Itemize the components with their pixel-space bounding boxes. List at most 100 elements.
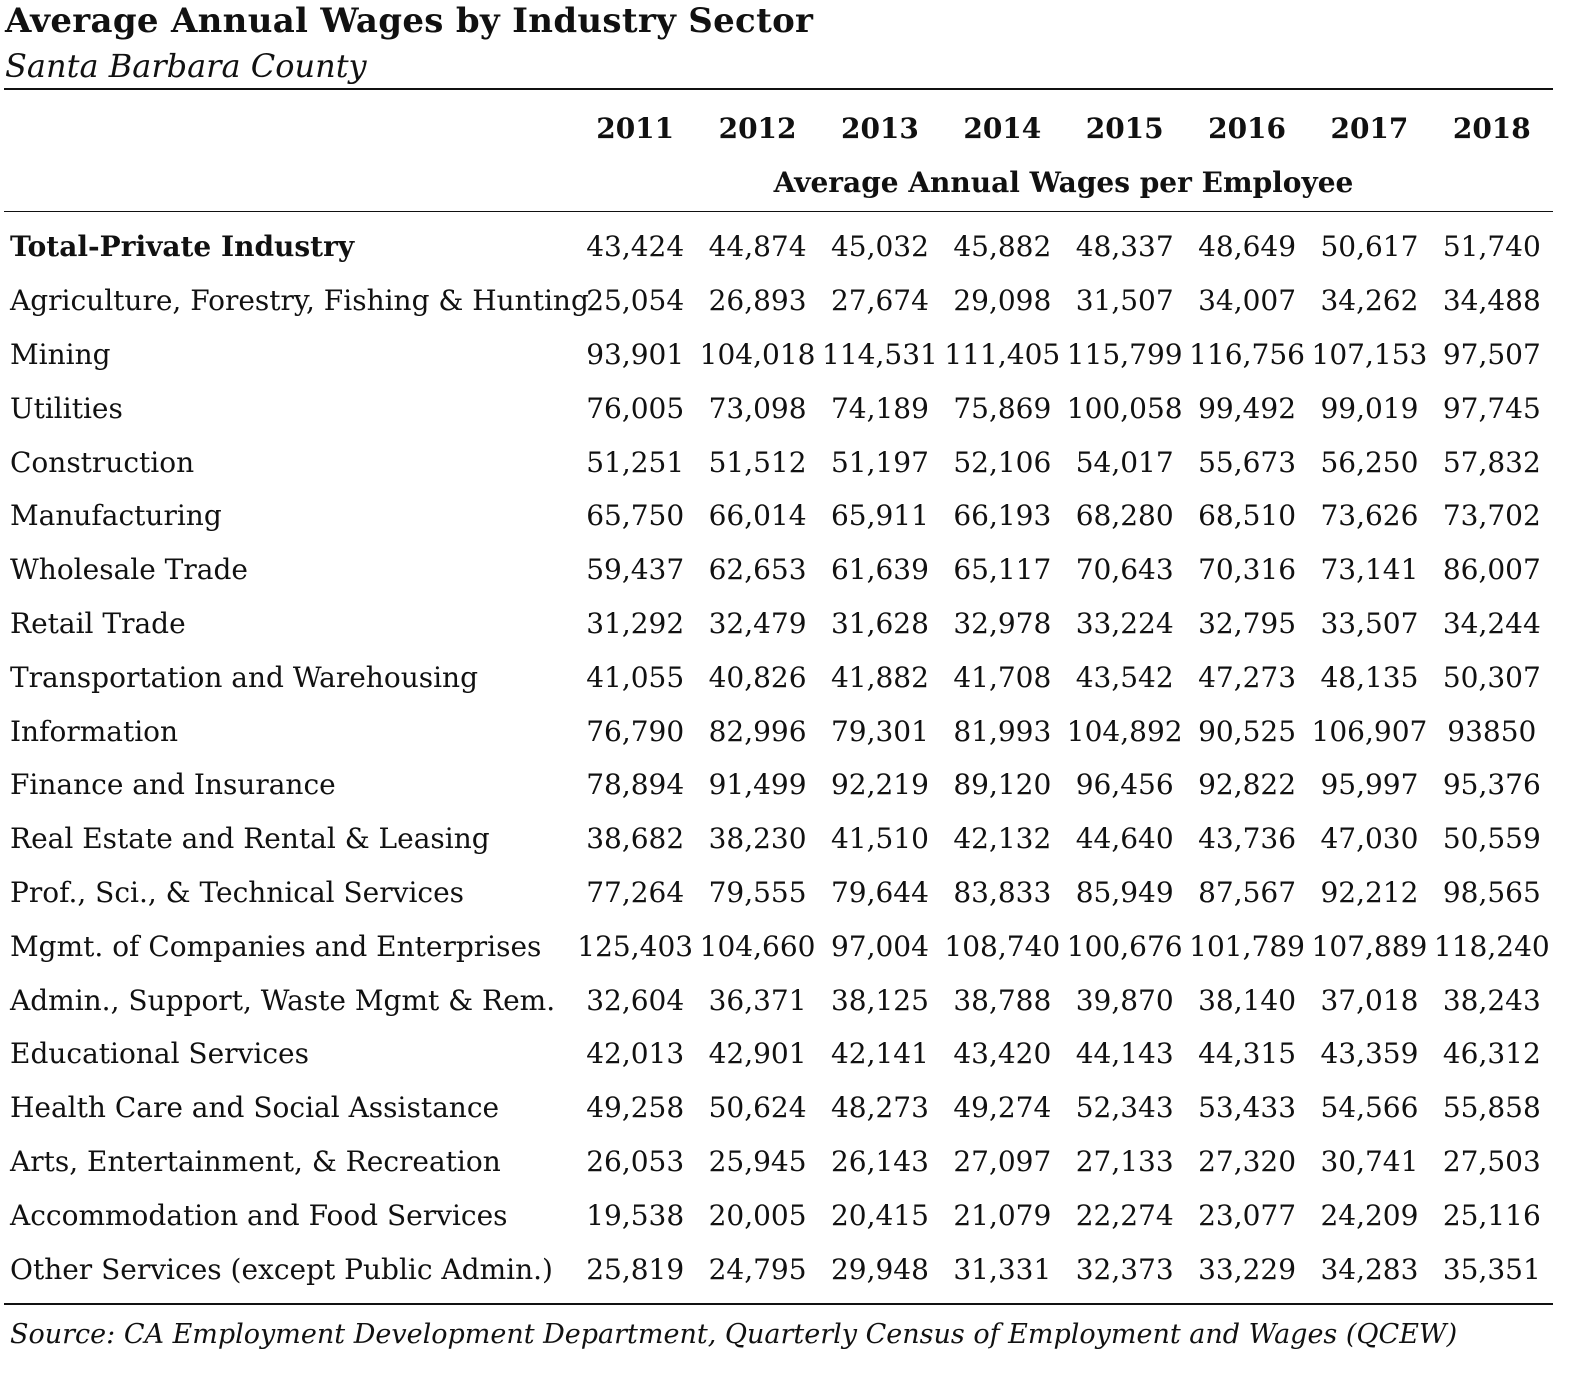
wage-value: 76,005	[586, 391, 685, 425]
table-row: Admin., Support, Waste Mgmt & Rem. 32,604…	[4, 973, 1553, 1027]
industry-label: Educational Services	[10, 1037, 309, 1071]
wage-value: 21,079	[953, 1198, 1052, 1232]
wage-value: 65,117	[953, 553, 1052, 587]
wage-value: 34,007	[1198, 284, 1297, 318]
group-header-row: Average Annual Wages per Employee	[4, 156, 1553, 208]
wage-value: 47,273	[1198, 660, 1297, 694]
wage-value: 66,014	[708, 499, 807, 533]
wage-value: 92,212	[1320, 875, 1419, 909]
wage-value: 50,559	[1442, 822, 1541, 856]
industry-label: Other Services (except Public Admin.)	[10, 1252, 553, 1286]
wage-value: 51,740	[1442, 230, 1541, 264]
wage-value: 38,243	[1442, 983, 1541, 1017]
wage-value: 76,790	[586, 714, 685, 748]
wage-value: 27,674	[830, 284, 929, 318]
table-row: Mining 93,901 104,018 114,531 111,405 115,799…	[4, 328, 1553, 382]
wage-value: 32,373	[1075, 1252, 1174, 1286]
year-header: 2012	[718, 111, 797, 145]
wage-value: 31,331	[953, 1252, 1052, 1286]
wage-value: 27,133	[1075, 1144, 1174, 1178]
industry-label: Arts, Entertainment, & Recreation	[10, 1144, 501, 1178]
wage-value: 22,274	[1075, 1198, 1174, 1232]
wage-value: 56,250	[1320, 445, 1419, 479]
wage-value: 79,644	[830, 875, 929, 909]
wage-value: 93850	[1447, 714, 1537, 748]
industry-label: Prof., Sci., & Technical Services	[10, 875, 465, 909]
wage-value: 100,058	[1066, 391, 1183, 425]
wage-value: 36,371	[708, 983, 807, 1017]
wage-value: 29,098	[953, 284, 1052, 318]
wage-value: 52,106	[953, 445, 1052, 479]
table-row: Manufacturing 65,750 66,014 65,911 66,193 68,…	[4, 489, 1553, 543]
wage-value: 42,013	[586, 1037, 685, 1071]
wage-value: 42,132	[953, 822, 1052, 856]
industry-label: Admin., Support, Waste Mgmt & Rem.	[10, 983, 556, 1017]
year-header: 2015	[1085, 111, 1164, 145]
industry-label: Agriculture, Forestry, Fishing & Hunting	[10, 284, 589, 318]
wage-value: 79,301	[830, 714, 929, 748]
wage-value: 54,017	[1075, 445, 1174, 479]
wage-value: 38,140	[1198, 983, 1297, 1017]
year-header-row: 2011 2012 2013 2014 2015 2016 2017 2018	[4, 100, 1553, 156]
wage-value: 73,702	[1442, 499, 1541, 533]
wage-value: 100,676	[1066, 929, 1183, 963]
wage-value: 48,273	[830, 1091, 929, 1125]
industry-label: Health Care and Social Assistance	[10, 1091, 500, 1125]
wage-value: 50,307	[1442, 660, 1541, 694]
wage-value: 92,822	[1198, 768, 1297, 802]
wage-value: 82,996	[708, 714, 807, 748]
table-row: Wholesale Trade 59,437 62,653 61,639 65,117 7…	[4, 543, 1553, 597]
wage-value: 87,567	[1198, 875, 1297, 909]
wage-value: 33,507	[1320, 606, 1419, 640]
wage-value: 111,405	[944, 337, 1061, 371]
wage-value: 59,437	[586, 553, 685, 587]
wage-value: 97,004	[830, 929, 929, 963]
wage-value: 26,143	[830, 1144, 929, 1178]
wage-value: 43,420	[953, 1037, 1052, 1071]
industry-label: Construction	[10, 445, 195, 479]
industry-label: Manufacturing	[10, 499, 222, 533]
wage-value: 39,870	[1075, 983, 1174, 1017]
wage-value: 38,230	[708, 822, 807, 856]
wage-value: 68,280	[1075, 499, 1174, 533]
wage-value: 38,682	[586, 822, 685, 856]
wage-value: 32,978	[953, 606, 1052, 640]
industry-label: Utilities	[10, 391, 123, 425]
wage-value: 25,054	[586, 284, 685, 318]
wage-value: 35,351	[1442, 1252, 1541, 1286]
table-row: Transportation and Warehousing 41,055 40,8…	[4, 650, 1553, 704]
table-row: Information 76,790 82,996 79,301 81,993 104,8…	[4, 704, 1553, 758]
wage-value: 104,660	[699, 929, 816, 963]
wage-value: 31,507	[1075, 284, 1174, 318]
top-rule	[4, 88, 1553, 90]
year-header: 2018	[1452, 111, 1531, 145]
wage-value: 50,617	[1320, 230, 1419, 264]
wage-value: 78,894	[586, 768, 685, 802]
table-row: Retail Trade 31,292 32,479 31,628 32,978 33,2…	[4, 597, 1553, 651]
wage-value: 50,624	[708, 1091, 807, 1125]
wage-value: 26,893	[708, 284, 807, 318]
wage-value: 32,795	[1198, 606, 1297, 640]
wage-value: 43,736	[1198, 822, 1297, 856]
wage-value: 23,077	[1198, 1198, 1297, 1232]
source-note: Source: CA Employment Development Depart…	[10, 1319, 1458, 1350]
industry-label: Accommodation and Food Services	[10, 1198, 508, 1232]
wage-value: 107,153	[1311, 337, 1428, 371]
wage-value: 79,555	[708, 875, 807, 909]
wage-value: 74,189	[830, 391, 929, 425]
year-header: 2016	[1208, 111, 1287, 145]
page-subtitle: Santa Barbara County	[5, 47, 367, 85]
wage-value: 27,320	[1198, 1144, 1297, 1178]
wage-value: 31,628	[830, 606, 929, 640]
wage-value: 101,789	[1189, 929, 1305, 963]
wage-value: 44,640	[1075, 822, 1174, 856]
table-body: Total-Private Industry 43,424 44,874 45,032…	[4, 208, 1553, 1296]
wage-value: 34,262	[1320, 284, 1419, 318]
wage-value: 27,503	[1442, 1144, 1541, 1178]
wage-value: 118,240	[1433, 929, 1550, 963]
industry-label: Transportation and Warehousing	[10, 660, 479, 694]
wage-value: 104,892	[1066, 714, 1183, 748]
wage-value: 51,197	[830, 445, 929, 479]
wage-value: 43,359	[1320, 1037, 1419, 1071]
wage-value: 77,264	[586, 875, 685, 909]
